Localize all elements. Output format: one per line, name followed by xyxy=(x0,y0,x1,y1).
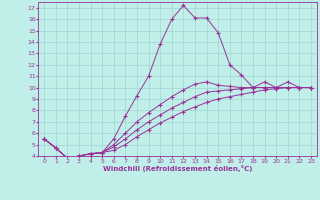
X-axis label: Windchill (Refroidissement éolien,°C): Windchill (Refroidissement éolien,°C) xyxy=(103,165,252,172)
